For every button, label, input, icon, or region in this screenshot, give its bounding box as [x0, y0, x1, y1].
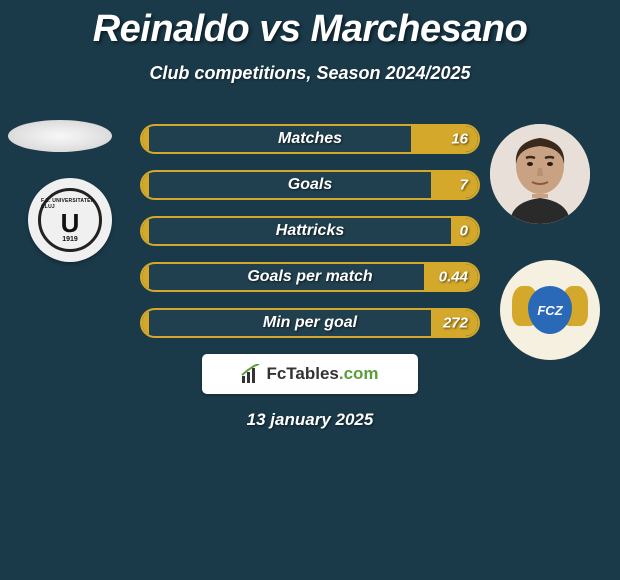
stat-row: Min per goal 272 — [140, 308, 480, 338]
stat-value-right: 0.44 — [439, 269, 468, 286]
player-right-avatar — [490, 124, 590, 224]
stat-row: Goals per match 0.44 — [140, 262, 480, 292]
stat-value-right: 7 — [460, 177, 468, 194]
club-right-initials: FCZ — [537, 303, 562, 318]
stat-fill-left — [142, 264, 149, 290]
stat-row: Goals 7 — [140, 170, 480, 200]
club-left-badge: F.C. UNIVERSITATEA CLUJ U 1919 — [28, 178, 112, 262]
stat-row: Matches 16 — [140, 124, 480, 154]
stat-label: Matches — [278, 130, 342, 148]
stats-container: Matches 16 Goals 7 Hattricks 0 Goals per match… — [140, 124, 480, 354]
stat-label: Goals per match — [247, 268, 372, 286]
club-right-badge: FCZ — [500, 260, 600, 360]
player-left-avatar — [8, 120, 112, 152]
page-subtitle: Club competitions, Season 2024/2025 — [0, 63, 620, 84]
branding-text: FcTables.com — [266, 364, 378, 384]
stat-value-right: 0 — [460, 223, 468, 240]
stat-fill-right — [431, 172, 478, 198]
club-left-year: 1919 — [62, 236, 78, 243]
stat-fill-left — [142, 126, 149, 152]
stat-value-right: 272 — [443, 315, 468, 332]
stat-label: Hattricks — [276, 222, 344, 240]
date-label: 13 january 2025 — [247, 410, 374, 430]
stat-fill-left — [142, 218, 149, 244]
club-left-initial: U — [61, 210, 80, 236]
stat-label: Min per goal — [263, 314, 357, 332]
chart-icon — [241, 364, 261, 384]
branding-box: FcTables.com — [202, 354, 418, 394]
stat-fill-left — [142, 310, 149, 336]
stat-row: Hattricks 0 — [140, 216, 480, 246]
stat-label: Goals — [288, 176, 332, 194]
stat-fill-left — [142, 172, 149, 198]
stat-value-right: 16 — [451, 131, 468, 148]
page-title: Reinaldo vs Marchesano — [0, 0, 620, 51]
